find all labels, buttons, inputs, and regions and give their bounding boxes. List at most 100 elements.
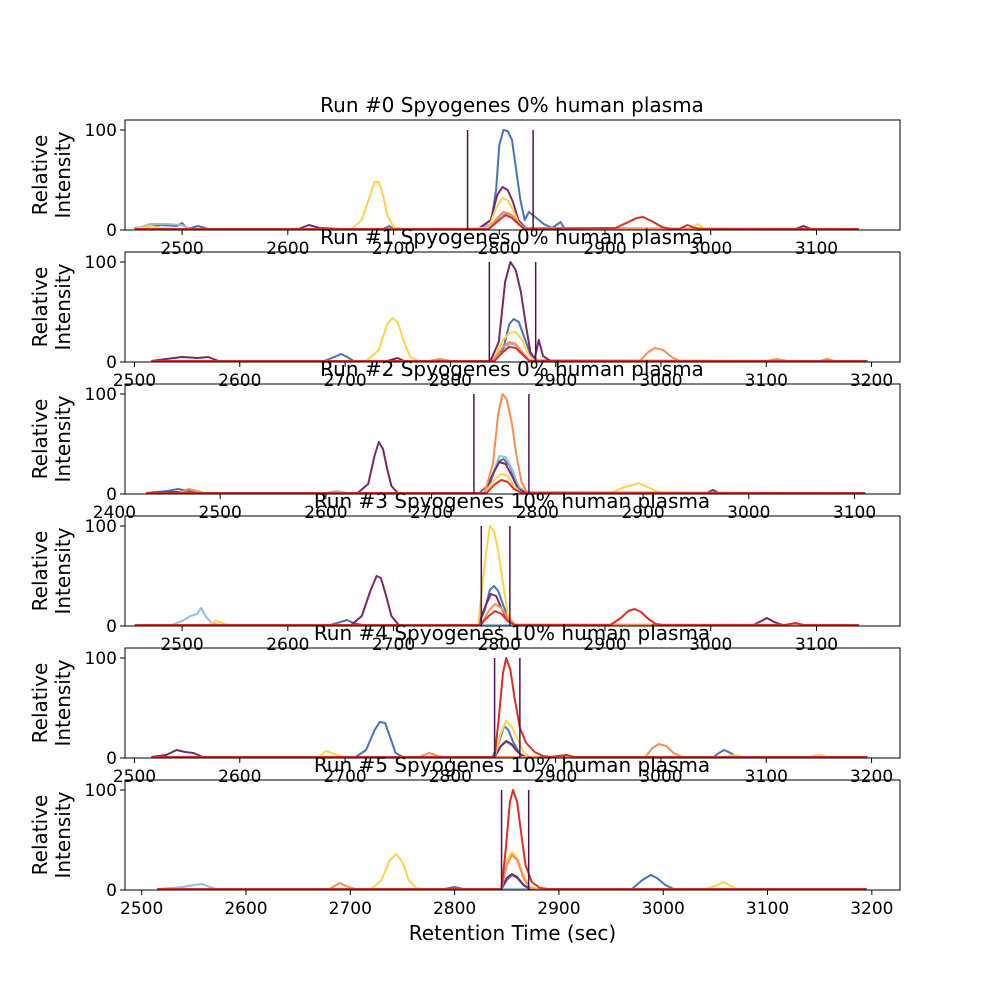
series-line-orange xyxy=(146,393,866,494)
y-axis-label: Intensity xyxy=(51,395,75,482)
plot-frame xyxy=(124,119,901,231)
y-tick-label: 0 xyxy=(106,221,117,241)
series-line-yellow xyxy=(134,525,859,626)
y-tick-label: 0 xyxy=(106,749,117,769)
series-line-orange xyxy=(157,854,867,890)
subplot-run-2: 2400 2500 2600 2700 2800 2900 3000 31000100Rela… xyxy=(28,383,901,523)
x-tick-label: 2700 xyxy=(372,239,415,259)
subplot-title: Run #0 Spyogenes 0% human plasma xyxy=(320,93,704,117)
series-line-blue xyxy=(151,721,868,758)
y-axis-label: Relative xyxy=(28,663,52,744)
x-tick-label: 3000 xyxy=(689,635,732,655)
subplot-run-0: 2500 2600 2700 2800 2900 3000 3100 0 100 Relative… xyxy=(28,119,901,259)
subplot-title: Run #4 Spyogenes 10% human plasma xyxy=(314,621,710,645)
y-axis-label: Relative xyxy=(28,267,52,348)
y-axis-label: Intensity xyxy=(51,527,75,614)
x-tick-label: 2600 xyxy=(266,239,309,259)
plot-frame xyxy=(124,251,901,363)
x-tick-label: 3100 xyxy=(795,635,838,655)
x-tick-label: 2800 xyxy=(429,371,472,391)
x-tick-label: 2800 xyxy=(516,503,559,523)
series-line-blue xyxy=(151,318,868,362)
y-tick-label: 100 xyxy=(85,781,117,801)
subplot-run-5: 2500 2600 2700 2800 2900 3000 3100 3200 0 100 Rela… xyxy=(28,779,901,919)
y-axis-label: Intensity xyxy=(51,131,75,218)
x-tick-label: 2600 xyxy=(266,635,309,655)
x-tick-label: 2700 xyxy=(372,635,415,655)
subplot-run-3: 2500 2600 2700 2800 2900 3000 3100 0 100 Relative… xyxy=(28,515,901,655)
x-tick-label: 2500 xyxy=(160,239,203,259)
x-tick-label: 3100 xyxy=(746,899,789,919)
y-tick-label: 0 xyxy=(106,617,117,637)
x-tick-label: 2800 xyxy=(478,239,521,259)
x-tick-label: 3200 xyxy=(850,371,893,391)
y-tick-label: 100 xyxy=(85,121,117,141)
x-tick-label: 2900 xyxy=(583,635,626,655)
x-tick-label: 2900 xyxy=(537,899,580,919)
y-axis-label: Relative xyxy=(28,531,52,612)
subplot-title: Run #2 Spyogenes 0% human plasma xyxy=(320,357,704,381)
series-line-blue xyxy=(157,874,867,890)
x-tick-label: 2500 xyxy=(199,503,242,523)
x-tick-label: 3000 xyxy=(727,503,770,523)
series-line-blue xyxy=(134,129,859,230)
y-axis-label: Relative xyxy=(28,795,52,876)
series-line-yellow xyxy=(157,851,867,890)
y-axis-label: Intensity xyxy=(51,263,75,350)
subplot-title: Run #1 Spyogenes 0% human plasma xyxy=(320,225,704,249)
x-tick-label: 2500 xyxy=(113,371,156,391)
series-line-orange xyxy=(151,743,868,758)
x-tick-label: 2500 xyxy=(120,899,163,919)
x-tick-label: 2600 xyxy=(218,371,261,391)
x-tick-label: 2800 xyxy=(429,767,472,787)
y-tick-label: 100 xyxy=(85,517,117,537)
x-tick-label: 2900 xyxy=(583,239,626,259)
x-tick-label: 2900 xyxy=(534,767,577,787)
series-line-red xyxy=(134,608,859,626)
series-line-purple xyxy=(134,575,859,626)
series-line-yellow xyxy=(151,720,868,758)
series-line-purple xyxy=(146,441,866,494)
x-tick-label: 2900 xyxy=(621,503,664,523)
x-tick-label: 3200 xyxy=(850,899,893,919)
series-line-red xyxy=(146,479,866,494)
y-tick-label: 0 xyxy=(106,881,117,901)
y-tick-label: 100 xyxy=(85,385,117,405)
y-tick-label: 0 xyxy=(106,485,117,505)
x-tick-label: 3100 xyxy=(833,503,876,523)
x-tick-label: 2600 xyxy=(224,899,267,919)
plot-frame xyxy=(124,383,901,495)
x-tick-label: 2800 xyxy=(433,899,476,919)
x-tick-label: 3100 xyxy=(745,767,788,787)
series-line-red xyxy=(134,214,859,230)
subplot-title: Run #5 Spyogenes 10% human plasma xyxy=(314,753,710,777)
y-tick-label: 100 xyxy=(85,253,117,273)
x-tick-label: 3100 xyxy=(745,371,788,391)
x-tick-label: 2700 xyxy=(323,767,366,787)
y-tick-label: 100 xyxy=(85,649,117,669)
subplot-run-4: 2500 2600 2700 2800 2900 3000 3100 3200 0 100 Rela… xyxy=(28,647,901,787)
series-line-red xyxy=(157,789,867,890)
x-tick-label: 2700 xyxy=(410,503,453,523)
plot-frame xyxy=(124,779,901,891)
x-tick-label: 3000 xyxy=(689,239,732,259)
series-line-lightblue xyxy=(146,455,866,494)
series-line-red xyxy=(151,346,868,362)
x-tick-label: 2500 xyxy=(113,767,156,787)
x-tick-label: 3000 xyxy=(639,767,682,787)
series-line-purple xyxy=(151,261,868,362)
x-tick-label: 2700 xyxy=(323,371,366,391)
x-tick-label: 3200 xyxy=(850,767,893,787)
x-tick-label: 3000 xyxy=(642,899,685,919)
x-tick-label: 2700 xyxy=(329,899,372,919)
y-axis-label: Intensity xyxy=(51,659,75,746)
x-tick-label: 2600 xyxy=(304,503,347,523)
x-tick-label: 2500 xyxy=(160,635,203,655)
plot-frame xyxy=(124,515,901,627)
subplot-title: Run #3 Spyogenes 10% human plasma xyxy=(314,489,710,513)
x-tick-label: 3100 xyxy=(795,239,838,259)
x-tick-label: 2800 xyxy=(478,635,521,655)
y-axis-label: Relative xyxy=(28,399,52,480)
subplot-run-1: 2500 2600 2700 2800 2900 3000 3100 3200 0 100 Rela… xyxy=(28,251,901,391)
